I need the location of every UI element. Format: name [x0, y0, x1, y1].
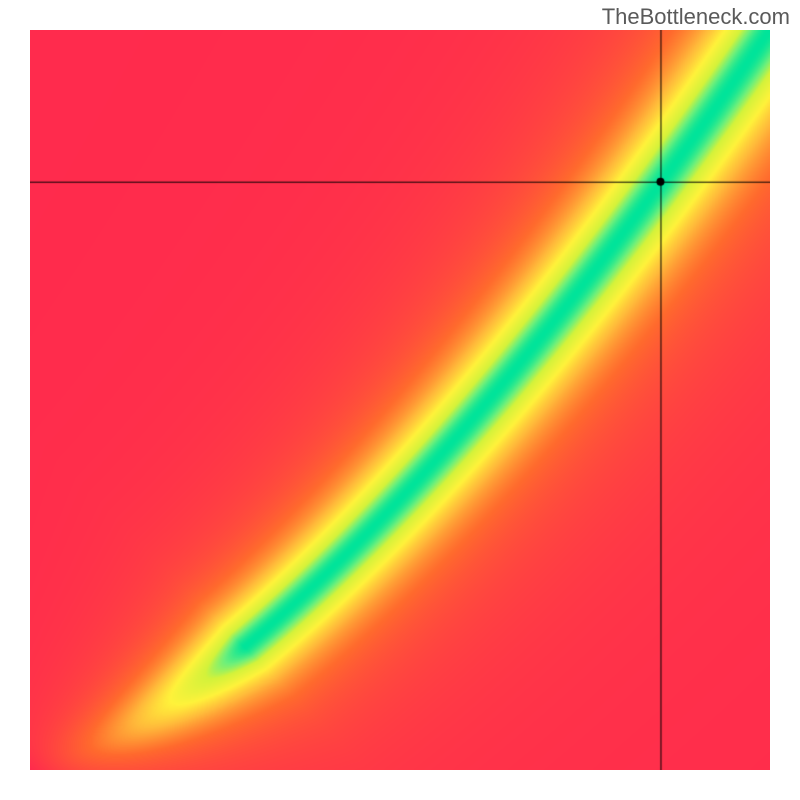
heatmap-plot	[30, 30, 770, 770]
chart-container: TheBottleneck.com	[0, 0, 800, 800]
watermark-text: TheBottleneck.com	[602, 4, 790, 30]
heatmap-canvas	[30, 30, 770, 770]
